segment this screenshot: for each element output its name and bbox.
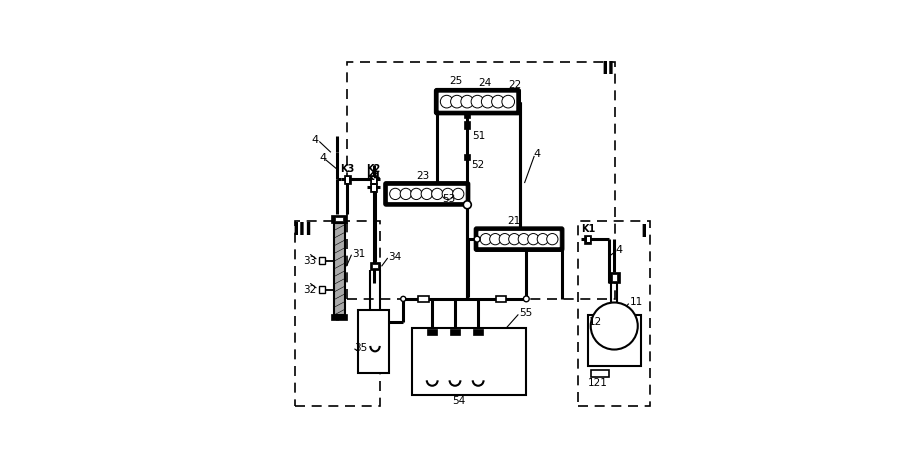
- Circle shape: [490, 234, 501, 245]
- Circle shape: [480, 234, 492, 245]
- Polygon shape: [612, 274, 617, 281]
- Circle shape: [528, 234, 539, 245]
- Text: 55: 55: [519, 308, 532, 318]
- Text: K1: K1: [581, 224, 595, 234]
- Polygon shape: [609, 272, 620, 282]
- Text: K2: K2: [367, 164, 380, 174]
- Polygon shape: [586, 236, 590, 243]
- Polygon shape: [473, 329, 483, 335]
- Text: K4: K4: [367, 172, 380, 182]
- Polygon shape: [450, 329, 460, 335]
- Text: II: II: [601, 60, 615, 78]
- Polygon shape: [344, 175, 351, 184]
- Circle shape: [463, 201, 472, 209]
- Polygon shape: [588, 315, 641, 366]
- FancyBboxPatch shape: [438, 92, 517, 111]
- Circle shape: [474, 236, 480, 242]
- FancyBboxPatch shape: [384, 182, 470, 206]
- Circle shape: [537, 234, 549, 245]
- Polygon shape: [418, 296, 428, 302]
- Circle shape: [432, 188, 443, 200]
- Text: 22: 22: [508, 80, 521, 90]
- Text: 35: 35: [355, 343, 367, 352]
- Circle shape: [492, 95, 505, 108]
- Polygon shape: [369, 262, 380, 270]
- FancyBboxPatch shape: [478, 231, 560, 248]
- Circle shape: [400, 188, 412, 200]
- Text: 23: 23: [416, 171, 430, 181]
- Text: 11: 11: [629, 298, 643, 307]
- Circle shape: [499, 234, 510, 245]
- Polygon shape: [320, 257, 325, 265]
- Polygon shape: [370, 175, 378, 184]
- Polygon shape: [332, 313, 347, 320]
- Circle shape: [411, 188, 422, 200]
- Polygon shape: [335, 217, 344, 221]
- Text: K3: K3: [340, 164, 355, 174]
- Text: 12: 12: [589, 317, 601, 328]
- Text: 4: 4: [533, 149, 541, 159]
- Circle shape: [401, 297, 406, 301]
- Polygon shape: [427, 329, 437, 335]
- Circle shape: [482, 95, 494, 108]
- Text: 4: 4: [615, 245, 623, 255]
- Text: 52: 52: [472, 160, 484, 170]
- Polygon shape: [372, 264, 379, 268]
- Circle shape: [450, 95, 463, 108]
- Circle shape: [547, 234, 558, 245]
- Text: 31: 31: [352, 249, 365, 259]
- Text: 32: 32: [304, 285, 317, 295]
- Polygon shape: [464, 111, 471, 118]
- Text: 25: 25: [449, 76, 462, 86]
- FancyBboxPatch shape: [474, 227, 564, 251]
- Polygon shape: [495, 296, 507, 302]
- Polygon shape: [371, 184, 376, 191]
- Polygon shape: [464, 154, 471, 159]
- Text: 53: 53: [442, 195, 455, 204]
- Polygon shape: [413, 328, 526, 395]
- Text: 4: 4: [319, 153, 326, 163]
- Circle shape: [523, 296, 530, 302]
- Text: 34: 34: [388, 252, 401, 262]
- Circle shape: [519, 234, 530, 245]
- Circle shape: [590, 303, 637, 350]
- Circle shape: [390, 188, 401, 200]
- Text: 24: 24: [478, 78, 491, 88]
- Circle shape: [460, 95, 473, 108]
- Circle shape: [508, 234, 520, 245]
- Circle shape: [452, 188, 464, 200]
- Text: 4: 4: [311, 134, 319, 145]
- Polygon shape: [345, 176, 349, 183]
- Circle shape: [421, 188, 433, 200]
- Polygon shape: [370, 183, 378, 192]
- Circle shape: [472, 95, 484, 108]
- FancyBboxPatch shape: [435, 89, 520, 115]
- Circle shape: [502, 95, 515, 108]
- Text: 121: 121: [588, 378, 608, 388]
- Text: 51: 51: [472, 131, 485, 141]
- Text: 54: 54: [452, 396, 465, 406]
- Polygon shape: [332, 215, 347, 223]
- Polygon shape: [320, 286, 325, 293]
- Text: III: III: [292, 221, 312, 239]
- FancyBboxPatch shape: [388, 186, 466, 203]
- Circle shape: [440, 95, 453, 108]
- Polygon shape: [590, 370, 609, 376]
- Polygon shape: [584, 235, 591, 243]
- Text: 33: 33: [304, 256, 317, 266]
- Text: 21: 21: [507, 216, 521, 226]
- Polygon shape: [358, 310, 389, 373]
- Polygon shape: [371, 176, 376, 183]
- Polygon shape: [464, 121, 471, 129]
- Text: I: I: [641, 223, 647, 241]
- Polygon shape: [333, 223, 344, 315]
- Circle shape: [442, 188, 453, 200]
